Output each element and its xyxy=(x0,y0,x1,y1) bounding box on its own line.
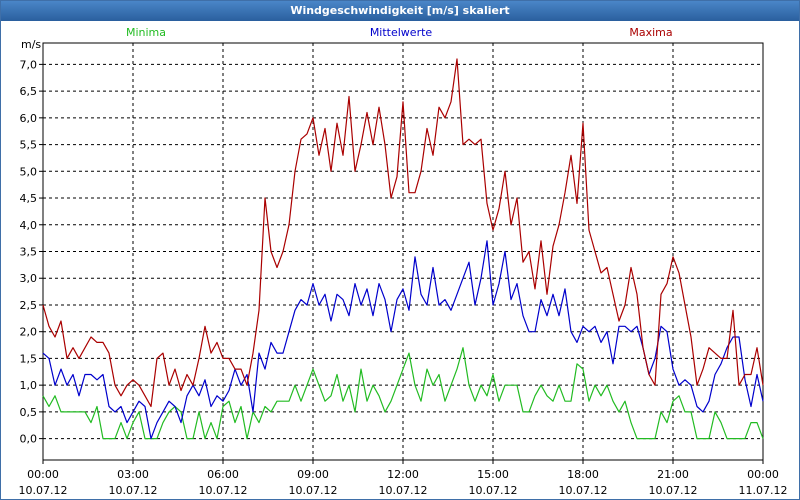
x-tick-date: 10.07.12 xyxy=(649,484,698,497)
legend-maxima: Maxima xyxy=(629,26,672,39)
y-tick-label: 2,5 xyxy=(20,299,38,312)
x-tick-date: 10.07.12 xyxy=(559,484,608,497)
x-tick-time: 12:00 xyxy=(387,468,419,481)
y-ticks: 0,0 0,5 1,0 1,5 2,0 2,5 3,0 3,5 4,0 4,5 5,0 5,5 6,0 6… xyxy=(20,58,43,446)
x-tick-date: 10.07.12 xyxy=(289,484,338,497)
wind-speed-chart: m/s Minima Mittelwerte Maxima 0,0 0,5 1,0 1… xyxy=(19,26,788,497)
y-tick-label: 2,0 xyxy=(20,326,38,339)
y-tick-label: 4,5 xyxy=(20,192,38,205)
x-tick-date: 10.07.12 xyxy=(19,484,68,497)
x-tick-date: 10.07.12 xyxy=(199,484,248,497)
x-tick-time: 00:00 xyxy=(27,468,59,481)
y-tick-label: 5,0 xyxy=(20,165,38,178)
minima-line xyxy=(42,347,764,440)
y-tick-label: 1,0 xyxy=(20,379,38,392)
y-tick-label: 3,0 xyxy=(20,272,38,285)
x-tick-date: 10.07.12 xyxy=(109,484,158,497)
y-tick-label: 1,5 xyxy=(20,352,38,365)
legend-mittelwerte: Mittelwerte xyxy=(370,26,433,39)
y-tick-label: 0,0 xyxy=(20,433,38,446)
y-tick-label: 6,5 xyxy=(20,85,38,98)
y-tick-label: 7,0 xyxy=(20,58,38,71)
y-tick-label: 4,0 xyxy=(20,219,38,232)
maxima-line xyxy=(42,58,764,408)
x-tick-date: 11.07.12 xyxy=(739,484,788,497)
y-tick-label: 3,5 xyxy=(20,246,38,259)
x-tick-date: 10.07.12 xyxy=(379,484,428,497)
y-axis-label: m/s xyxy=(21,38,41,51)
x-tick-time: 06:00 xyxy=(207,468,239,481)
window-title: Windgeschwindigkeit [m/s] skaliert xyxy=(1,1,799,21)
y-tick-label: 6,0 xyxy=(20,112,38,125)
x-tick-time: 18:00 xyxy=(567,468,599,481)
legend-minima: Minima xyxy=(126,26,166,39)
x-tick-time: 21:00 xyxy=(657,468,689,481)
x-tick-time: 15:00 xyxy=(477,468,509,481)
y-tick-label: 5,5 xyxy=(20,139,38,152)
y-tick-label: 0,5 xyxy=(20,406,38,419)
series-lines xyxy=(42,58,764,440)
x-tick-time: 09:00 xyxy=(297,468,329,481)
x-tick-time: 00:00 xyxy=(747,468,779,481)
x-ticks: 00:00 10.07.12 03:00 10.07.12 06:00 10.07.12 0… xyxy=(19,460,788,497)
x-tick-date: 10.07.12 xyxy=(469,484,518,497)
x-tick-time: 03:00 xyxy=(117,468,149,481)
